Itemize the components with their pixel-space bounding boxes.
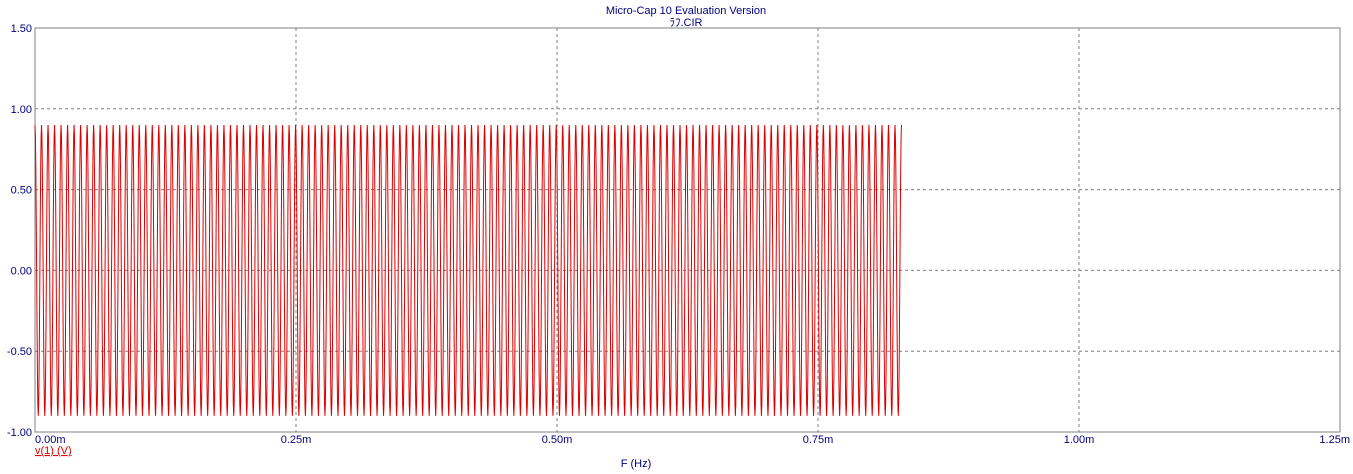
x-tick-label: 1.25m [1319, 434, 1350, 446]
grid-lines [35, 28, 1340, 432]
legend-entry-v1[interactable]: v(1) (V) [35, 445, 72, 457]
series-line-v1[interactable] [34, 124, 903, 416]
x-tick-label: 0.75m [803, 434, 834, 446]
y-tick-label: 0.50 [11, 185, 32, 197]
x-tick-label: 0.25m [281, 434, 312, 446]
chart-subtitle: ﾗﾌ.CIR [670, 17, 703, 29]
x-tick-label: 1.00m [1064, 434, 1095, 446]
y-tick-label: 1.00 [11, 104, 32, 116]
chart-title: Micro-Cap 10 Evaluation Version [606, 5, 766, 17]
plot-frame [34, 27, 1341, 433]
x-axis-label: F (Hz) [621, 458, 652, 470]
y-tick-label: -1.00 [7, 427, 32, 439]
y-tick-label: 0.00 [11, 265, 32, 277]
x-axis-tick-labels: 0.00m 0.25m 0.50m 0.75m 1.00m 1.25m [35, 434, 1350, 446]
x-tick-label: 0.00m [35, 434, 66, 446]
y-axis-tick-labels: -1.00 -0.50 0.00 0.50 1.00 1.50 [7, 23, 32, 439]
y-tick-label: -0.50 [7, 346, 32, 358]
y-tick-label: 1.50 [11, 23, 32, 35]
x-tick-label: 0.50m [542, 434, 573, 446]
